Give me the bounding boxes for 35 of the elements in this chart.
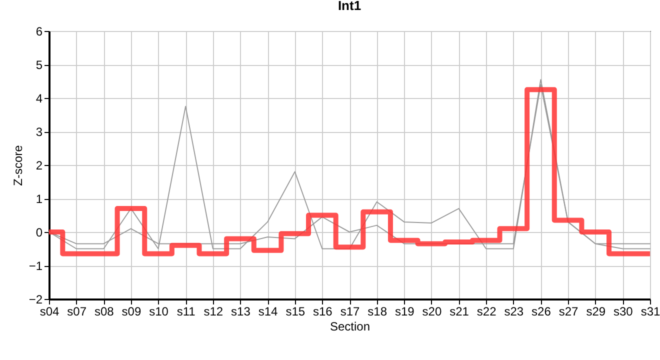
chart-title: Int1 [338,0,362,13]
x-tick-label: s20 [422,304,442,318]
y-tick-label: 1 [36,192,43,206]
x-tick-label: s11 [176,304,196,318]
y-tick-label: 3 [36,125,43,139]
y-tick-label: −1 [28,259,43,273]
y-tick-label: 0 [36,226,43,240]
y-tick-label: 5 [36,58,43,72]
x-tick-label: s17 [340,304,360,318]
x-tick-label: s27 [558,304,579,318]
y-tick-label: 6 [36,24,43,38]
x-tick-label: s29 [586,304,606,318]
x-axis-title: Section [330,320,370,334]
x-tick-label: s13 [231,304,251,318]
x-tick-label: s12 [204,304,224,318]
x-tick-label: s15 [286,304,306,318]
x-tick-label: s08 [94,304,114,318]
y-axis-title: Z-score [10,144,25,186]
y-tick-label: −2 [28,292,43,306]
y-tick-label: 4 [36,92,43,106]
x-tick-label: s16 [313,304,333,318]
x-tick-label: s19 [394,304,415,318]
y-tick-label: 2 [36,158,43,172]
x-tick-label: s04 [40,304,60,318]
x-tick-label: s21 [450,304,470,318]
x-tick-label: s26 [532,304,552,318]
x-tick-label: s22 [476,304,497,318]
x-tick-label: s23 [504,304,524,318]
x-tick-label: s09 [122,304,142,318]
x-tick-label: s14 [258,304,278,318]
x-tick-label: s30 [614,304,634,318]
x-tick-label: s10 [149,304,169,318]
x-tick-label: s31 [640,304,660,318]
x-tick-label: s07 [67,304,87,318]
x-tick-label: s18 [368,304,388,318]
